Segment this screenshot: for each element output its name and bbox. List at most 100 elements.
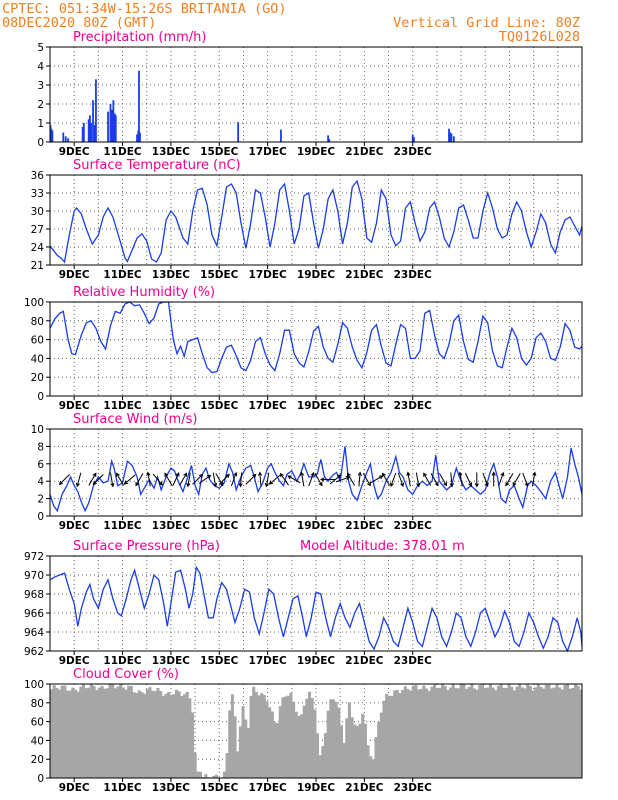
temperature-ytick-label: 21 xyxy=(31,260,44,272)
humidity-ytick-label: 80 xyxy=(31,316,44,328)
wind-arrow xyxy=(423,472,432,486)
humidity-xtick-label: 13DEC xyxy=(152,400,191,412)
wind-line xyxy=(49,446,583,513)
cloud-bar xyxy=(579,689,583,778)
cloud-bar xyxy=(345,718,349,778)
precipitation-xtick-label: 13DEC xyxy=(152,146,191,158)
cloud-bar xyxy=(260,693,264,778)
humidity-title: Relative Humidity (%) xyxy=(73,285,215,300)
wind-arrow xyxy=(329,474,342,485)
wind-arrow-shaft xyxy=(482,472,489,487)
precip-bar xyxy=(82,123,85,142)
cloud-bar xyxy=(153,691,157,778)
precipitation-xtick-label: 17DEC xyxy=(249,146,288,158)
cloud-bar xyxy=(65,690,70,778)
cloud-bar xyxy=(172,694,176,778)
wind-arrow-head xyxy=(257,471,263,476)
precip-bar xyxy=(452,136,455,142)
precip-bar xyxy=(90,123,93,142)
cloud-bar xyxy=(443,685,447,778)
cloud-bar xyxy=(366,745,370,778)
cloud-bar xyxy=(555,684,559,778)
wind-arrow xyxy=(75,472,82,488)
wind-arrow-head xyxy=(357,471,362,476)
cloud-bar xyxy=(300,714,304,778)
wind-arrow-shaft xyxy=(358,472,361,487)
precip-bar xyxy=(449,132,452,142)
wind-arrow-head xyxy=(310,471,315,477)
pressure-panel: Surface Pressure (hPa) Model Altitude: 37… xyxy=(24,539,583,667)
cloud-bar xyxy=(411,685,415,778)
header-location: CPTEC: 051:34W-15:26S BRITANIA (GO) xyxy=(2,1,286,17)
wind-arrow-head xyxy=(491,471,496,476)
wind-arrow xyxy=(382,472,391,486)
cloud-cover-xtick-label: 17DEC xyxy=(249,782,288,794)
wind-arrow xyxy=(458,471,463,487)
temperature-xtick-label: 15DEC xyxy=(200,269,239,281)
wind-arrow-shaft xyxy=(269,474,281,485)
cloud-bar xyxy=(512,690,516,778)
cloud-bar xyxy=(159,691,163,778)
wind-arrow-head xyxy=(206,474,212,479)
wind-arrow-head xyxy=(186,482,191,488)
cloud-bar xyxy=(574,684,578,778)
wind-arrow-shaft xyxy=(397,472,404,487)
cloud-bar xyxy=(175,689,179,778)
wind-arrow xyxy=(320,477,336,482)
cloud-bar xyxy=(111,684,115,778)
wind-arrow-head xyxy=(505,482,510,487)
cloud-bar xyxy=(441,684,445,778)
wind-xtick-label: 13DEC xyxy=(152,520,191,532)
cloud-bar xyxy=(57,689,62,778)
cloud-bar xyxy=(156,687,160,778)
cloud-bar xyxy=(265,701,269,778)
cloud-bar xyxy=(241,706,245,778)
precipitation-panel: Precipitation (mm/h) 0 1 2 3 4 5 9DEC 11DEC 13DEC… xyxy=(37,30,583,158)
cloud-bar xyxy=(145,689,149,778)
temperature-xtick-label: 11DEC xyxy=(103,269,142,281)
cloud-bar xyxy=(127,685,131,778)
wind-arrow-shaft xyxy=(362,473,371,486)
wind-arrow-shaft xyxy=(512,473,521,486)
cloud-bar xyxy=(185,691,189,778)
pressure-ytick-label: 964 xyxy=(24,627,44,639)
cloud-bar xyxy=(571,688,575,778)
wind-arrow xyxy=(58,474,70,486)
precip-bar xyxy=(328,139,331,142)
cloud-bar xyxy=(222,771,226,778)
wind-arrow-head xyxy=(389,482,394,488)
wind-ytick-label: 8 xyxy=(37,441,44,453)
cloud-bar xyxy=(417,689,421,778)
cloud-cover-xtick-label: 15DEC xyxy=(200,782,239,794)
wind-arrow xyxy=(505,473,514,487)
precip-bar xyxy=(67,138,70,142)
cloud-bar xyxy=(143,693,147,778)
cloud-bar xyxy=(419,688,423,778)
wind-arrow-head xyxy=(213,482,218,488)
precip-bar xyxy=(138,70,140,142)
wind-arrow xyxy=(123,474,136,485)
wind-arrow-head xyxy=(183,472,188,477)
cloud-bar xyxy=(270,711,274,778)
wind-arrow-head xyxy=(75,482,80,488)
wind-arrow-head xyxy=(320,477,325,482)
cloud-bar xyxy=(212,775,216,778)
temperature-xtick-label: 9DEC xyxy=(59,269,90,281)
cloud-bar xyxy=(401,690,405,778)
cloud-bar xyxy=(544,684,548,778)
cloud-cover-ytick-label: 100 xyxy=(24,679,44,691)
cloud-bar xyxy=(71,687,75,778)
cloud-bar xyxy=(137,690,141,778)
pressure-ytick-label: 966 xyxy=(24,608,44,620)
pressure-title: Surface Pressure (hPa) xyxy=(73,539,220,554)
wind-arrow-head xyxy=(198,473,204,479)
wind-arrow xyxy=(531,471,537,487)
wind-arrow-shaft xyxy=(187,472,191,487)
cloud-bar xyxy=(379,712,383,778)
cloud-bar xyxy=(353,724,357,778)
cloud-bar xyxy=(52,685,56,778)
cloud-bar xyxy=(323,733,328,778)
cloud-bar xyxy=(310,698,314,778)
cloud-cover-xtick-label: 21DEC xyxy=(345,782,384,794)
precipitation-xtick-label: 9DEC xyxy=(59,146,90,158)
